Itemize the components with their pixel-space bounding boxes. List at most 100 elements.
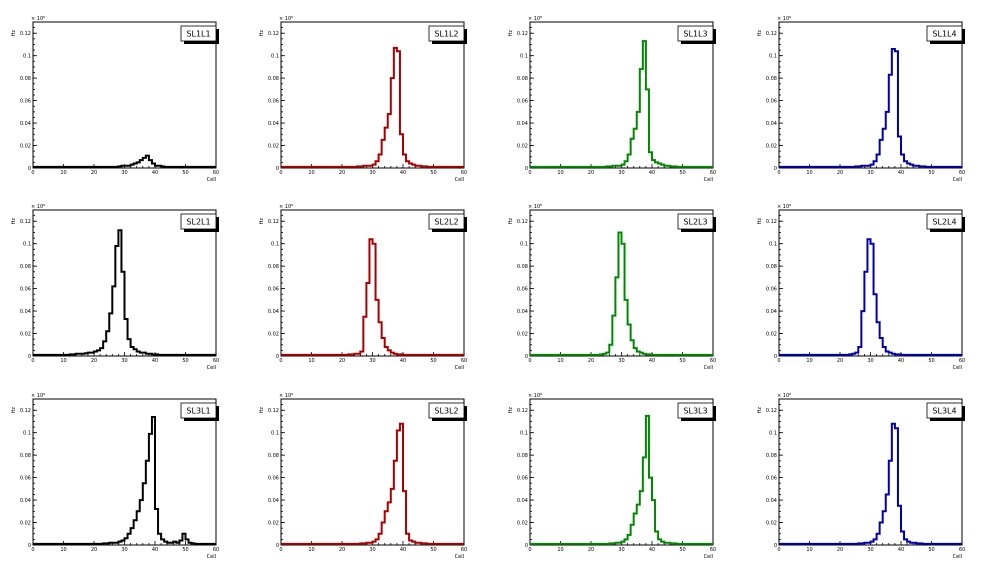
legend-box — [180, 213, 217, 230]
x-tick-label: 0 — [279, 170, 282, 176]
x-tick-label: 30 — [369, 547, 375, 553]
x-tick-label: 40 — [649, 358, 655, 364]
histogram-line-SL2L3 — [530, 231, 713, 356]
y-tick-label: 0.02 — [268, 143, 279, 149]
y-tick-label: 0.06 — [766, 98, 777, 104]
x-tick-label: 20 — [91, 358, 97, 364]
y-tick-label: 0 — [525, 166, 528, 172]
x-tick-label: 10 — [806, 170, 812, 176]
x-axis-title: Cell — [207, 177, 216, 183]
y-tick-label: 0.1 — [769, 53, 777, 59]
x-tick-label: 60 — [959, 547, 965, 553]
x-tick-label: 20 — [588, 547, 594, 553]
y-exponent-label: × 10⁶ — [528, 204, 542, 210]
histogram-line-SL1L4 — [779, 47, 962, 168]
x-axis-title: Cell — [207, 365, 216, 371]
x-tick-label: 50 — [182, 170, 188, 176]
legend-box — [677, 25, 714, 42]
x-tick-label: 20 — [837, 358, 843, 364]
y-tick-label: 0 — [774, 543, 777, 549]
y-tick-label: 0.04 — [268, 121, 279, 127]
y-tick-label: 0.06 — [517, 475, 528, 481]
x-tick-label: 0 — [777, 170, 780, 176]
legend-box — [428, 402, 465, 419]
histogram-line-SL1L2 — [281, 46, 464, 168]
x-tick-label: 20 — [339, 170, 345, 176]
x-tick-label: 60 — [959, 170, 965, 176]
x-tick-label: 60 — [710, 547, 716, 553]
y-axis-title: Hz — [757, 218, 763, 225]
y-tick-label: 0.04 — [20, 309, 31, 315]
y-tick-label: 0.04 — [766, 498, 777, 504]
y-tick-label: 0.08 — [268, 264, 279, 270]
y-axis-title: Hz — [757, 407, 763, 414]
x-tick-label: 0 — [279, 547, 282, 553]
x-tick-label: 50 — [182, 547, 188, 553]
y-tick-label: 0.02 — [268, 520, 279, 526]
histogram-line-SL3L3 — [530, 414, 713, 545]
x-tick-label: 40 — [898, 547, 904, 553]
y-tick-label: 0.04 — [268, 498, 279, 504]
y-tick-label: 0.02 — [20, 520, 31, 526]
y-tick-label: 0.04 — [517, 498, 528, 504]
y-axis-title: Hz — [508, 218, 514, 225]
y-tick-label: 0.08 — [517, 76, 528, 82]
x-tick-label: 0 — [279, 358, 282, 364]
y-tick-label: 0.12 — [517, 219, 528, 225]
y-tick-label: 0.02 — [517, 143, 528, 149]
y-tick-label: 0 — [276, 543, 279, 549]
x-tick-label: 50 — [182, 358, 188, 364]
x-axis-title: Cell — [953, 177, 962, 183]
y-tick-label: 0.04 — [517, 309, 528, 315]
x-tick-label: 30 — [121, 358, 127, 364]
x-tick-label: 30 — [867, 547, 873, 553]
y-tick-label: 0.12 — [766, 219, 777, 225]
x-tick-label: 60 — [461, 547, 467, 553]
y-tick-label: 0.08 — [268, 76, 279, 82]
y-axis-title: Hz — [259, 407, 265, 414]
y-tick-label: 0.1 — [23, 430, 31, 436]
x-tick-label: 30 — [369, 358, 375, 364]
x-tick-label: 0 — [528, 547, 531, 553]
legend-box — [180, 25, 217, 42]
histogram-panel-SL2L1: 0 10 20 30 40 50 60 0 0.02 0.04 0.06 0.08 0.1 0.12 Cel… — [11, 204, 219, 371]
x-tick-label: 10 — [557, 358, 563, 364]
y-tick-label: 0.08 — [517, 264, 528, 270]
histogram-panel-SL1L3: 0 10 20 30 40 50 60 0 0.02 0.04 0.06 0.08 0.1 0.12 Cel… — [508, 16, 716, 183]
y-tick-label: 0 — [774, 354, 777, 360]
x-tick-label: 50 — [430, 358, 436, 364]
y-tick-label: 0.1 — [769, 241, 777, 247]
x-tick-label: 10 — [308, 358, 314, 364]
x-tick-label: 20 — [588, 170, 594, 176]
x-tick-label: 30 — [121, 547, 127, 553]
y-tick-label: 0.08 — [20, 453, 31, 459]
x-tick-label: 60 — [461, 170, 467, 176]
x-tick-label: 0 — [528, 358, 531, 364]
x-tick-label: 40 — [898, 358, 904, 364]
y-axis-title: Hz — [259, 218, 265, 225]
x-tick-label: 40 — [898, 170, 904, 176]
y-tick-label: 0 — [276, 354, 279, 360]
y-tick-label: 0.04 — [20, 121, 31, 127]
x-tick-label: 40 — [400, 358, 406, 364]
y-tick-label: 0.02 — [517, 520, 528, 526]
x-tick-label: 60 — [213, 547, 219, 553]
legend-box — [926, 213, 963, 230]
x-tick-label: 20 — [339, 358, 345, 364]
y-exponent-label: × 10⁶ — [279, 393, 293, 399]
x-tick-label: 20 — [837, 547, 843, 553]
histogram-line-SL1L1 — [33, 154, 216, 168]
y-tick-label: 0.02 — [268, 331, 279, 337]
y-tick-label: 0.08 — [268, 453, 279, 459]
y-tick-label: 0.06 — [268, 475, 279, 481]
x-tick-label: 50 — [679, 358, 685, 364]
y-exponent-label: × 10⁶ — [279, 204, 293, 210]
x-tick-label: 60 — [213, 358, 219, 364]
x-tick-label: 40 — [649, 170, 655, 176]
y-tick-label: 0 — [525, 543, 528, 549]
y-tick-label: 0.1 — [271, 241, 279, 247]
x-tick-label: 0 — [31, 170, 34, 176]
x-tick-label: 50 — [928, 170, 934, 176]
y-tick-label: 0.06 — [517, 286, 528, 292]
x-tick-label: 50 — [430, 170, 436, 176]
